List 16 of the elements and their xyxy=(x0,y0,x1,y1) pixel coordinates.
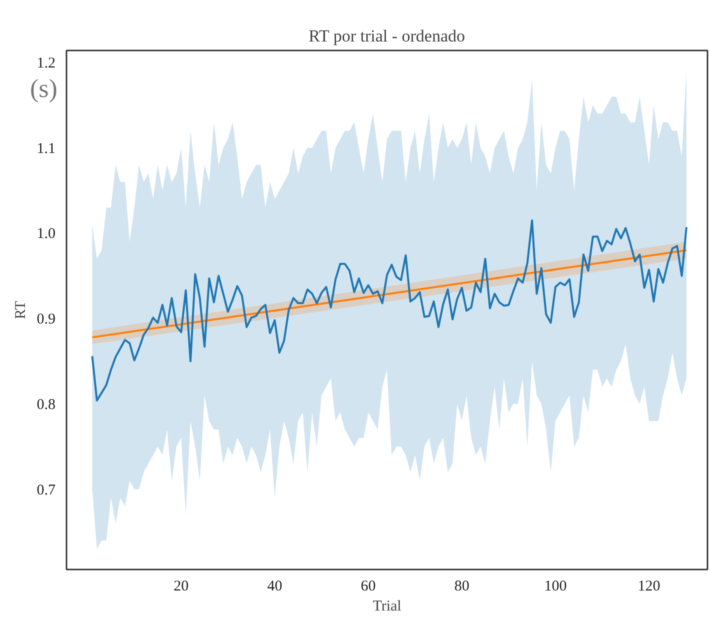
chart-title: RT por trial - ordenado xyxy=(308,26,466,46)
y-tick-label: 1.2 xyxy=(36,55,56,72)
x-tick-label: 120 xyxy=(638,578,660,594)
y-tick-label: 1.0 xyxy=(36,226,56,242)
x-tick-label: 40 xyxy=(267,578,282,594)
x-tick-label: 20 xyxy=(174,578,189,594)
x-tick-label: 60 xyxy=(360,578,376,594)
x-axis-title: Trial xyxy=(372,598,402,614)
y-axis-title: RT xyxy=(12,300,29,320)
y-tick-label: 1.1 xyxy=(36,140,56,157)
y-tick-label: 0.7 xyxy=(36,482,56,498)
x-tick-label: 100 xyxy=(544,578,567,594)
text: (s) xyxy=(30,74,58,104)
y-tick-label: 0.9 xyxy=(36,312,56,328)
y-tick-label: 0.8 xyxy=(36,396,56,413)
x-tick-label: 80 xyxy=(454,578,470,594)
